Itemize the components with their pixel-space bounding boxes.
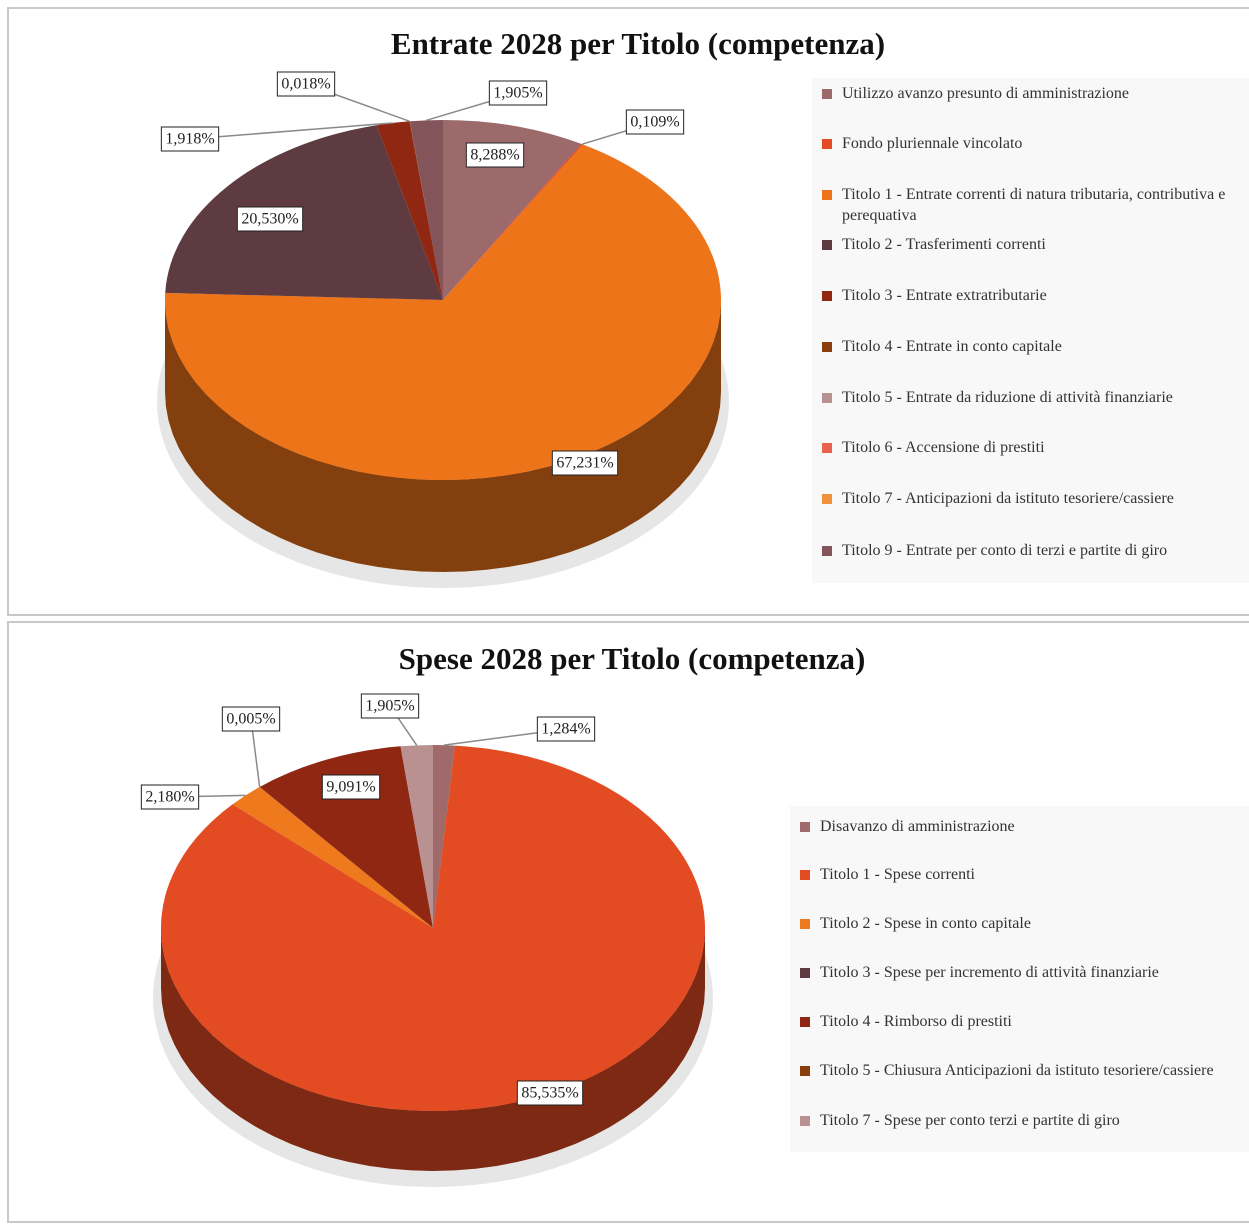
- legend-swatch: [800, 1066, 810, 1076]
- slice: [259, 786, 433, 928]
- data-label-text: 20,530%: [241, 211, 298, 228]
- legend-swatch: [800, 870, 810, 880]
- legend-text: Titolo 7 - Spese per conto terzi e parti…: [820, 1112, 1120, 1129]
- slice: [259, 746, 433, 928]
- legend-text: Titolo 2 - Spese in conto capitale: [820, 915, 1031, 932]
- panel-border: [7, 7, 1249, 616]
- slice-side: [165, 300, 721, 572]
- legend-swatch: [800, 1017, 810, 1027]
- slice: [433, 745, 455, 928]
- label-box: [221, 706, 281, 732]
- data-label-text: 85,535%: [521, 1085, 578, 1102]
- slice-side: [161, 928, 705, 1171]
- legend-swatch: [800, 1116, 810, 1126]
- data-label-text: 1,905%: [365, 698, 414, 715]
- legend-text: Titolo 4 - Entrate in conto capitale: [842, 338, 1062, 355]
- slice: [232, 787, 433, 928]
- legend: Utilizzo avanzo presunto di amministrazi…: [812, 78, 1249, 583]
- legend-swatch: [800, 822, 810, 832]
- slice: [400, 745, 433, 928]
- chart-title: Entrate 2028 per Titolo (competenza): [391, 26, 885, 61]
- slice: [376, 121, 443, 301]
- data-label: 8,288%: [465, 142, 525, 168]
- label-box: [321, 774, 381, 800]
- data-label-text: 1,918%: [165, 131, 214, 148]
- legend-swatch: [822, 393, 832, 403]
- data-label-text: 8,288%: [470, 147, 519, 164]
- legend-swatch: [822, 291, 832, 301]
- data-label: 0,109%: [625, 109, 685, 135]
- label-box: [488, 80, 548, 106]
- legend-swatch: [822, 546, 832, 556]
- legend-text: Titolo 3 - Entrate extratributarie: [842, 287, 1047, 304]
- slice: [165, 125, 443, 300]
- legend-swatch: [822, 240, 832, 250]
- legend-swatch: [822, 342, 832, 352]
- data-label-text: 1,284%: [541, 721, 590, 738]
- legend-text: Titolo 5 - Chiusura Anticipazioni da ist…: [820, 1062, 1214, 1079]
- legend-text: Disavanzo di amministrazione: [820, 818, 1015, 835]
- data-label: 9,091%: [321, 774, 381, 800]
- label-box: [465, 142, 525, 168]
- label-box: [360, 693, 420, 719]
- label-box: [276, 71, 336, 97]
- slice: [409, 121, 443, 300]
- legend-swatch: [822, 89, 832, 99]
- legend-swatch: [800, 968, 810, 978]
- slice: [165, 144, 722, 480]
- data-label: 0,018%: [276, 71, 336, 97]
- legend-swatch: [800, 919, 810, 929]
- label-box: [140, 784, 200, 810]
- data-label-text: 0,109%: [630, 114, 679, 131]
- label-box: [160, 126, 220, 152]
- data-label-text: 0,018%: [281, 76, 330, 93]
- legend-swatch: [822, 190, 832, 200]
- legend-swatch: [822, 443, 832, 453]
- legend-text: Fondo pluriennale vincolato: [842, 135, 1023, 152]
- legend-swatch: [822, 139, 832, 149]
- data-label-text: 67,231%: [556, 455, 613, 472]
- chart-title: Spese 2028 per Titolo (competenza): [399, 641, 866, 676]
- label-box: [516, 1080, 584, 1106]
- data-label-text: 9,091%: [326, 779, 375, 796]
- label-box: [536, 716, 596, 742]
- data-label: 67,231%: [551, 450, 619, 476]
- legend-text: Titolo 3 - Spese per incremento di attiv…: [820, 964, 1159, 981]
- legend-text: Titolo 6 - Accensione di prestiti: [842, 439, 1045, 456]
- legend-text: Utilizzo avanzo presunto di amministrazi…: [842, 85, 1130, 102]
- data-label-text: 2,180%: [145, 789, 194, 806]
- data-label: 1,905%: [360, 693, 420, 719]
- legend-text: Titolo 2 - Trasferimenti correnti: [842, 236, 1046, 253]
- data-label: 0,005%: [221, 706, 281, 732]
- slice: [443, 143, 583, 300]
- legend-text: Titolo 1 - Spese correnti: [820, 866, 975, 883]
- leader-line: [189, 122, 393, 140]
- data-label: 1,905%: [488, 80, 548, 106]
- data-label: 20,530%: [236, 206, 304, 232]
- label-box: [625, 109, 685, 135]
- panel-border: [7, 621, 1249, 1223]
- legend-text: Titolo 5 - Entrate da riduzione di attiv…: [842, 389, 1173, 406]
- label-box: [236, 206, 304, 232]
- slice: [160, 745, 706, 1111]
- label-box: [551, 450, 619, 476]
- legend-text: Titolo 7 - Anticipazioni da istituto tes…: [842, 490, 1174, 507]
- data-label: 2,180%: [140, 784, 200, 810]
- data-label-text: 1,905%: [493, 85, 542, 102]
- data-label: 1,918%: [160, 126, 220, 152]
- legend-swatch: [822, 494, 832, 504]
- data-label: 1,284%: [536, 716, 596, 742]
- legend-text: Titolo 9 - Entrate per conto di terzi e …: [842, 542, 1168, 559]
- data-label: 85,535%: [516, 1080, 584, 1106]
- legend-text: Titolo 4 - Rimborso di prestiti: [820, 1013, 1012, 1030]
- data-label-text: 0,005%: [226, 711, 275, 728]
- legend: Disavanzo di amministrazione Titolo 1 - S…: [790, 806, 1249, 1152]
- legend-text: Titolo 1 - Entrate correnti di natura tr…: [842, 186, 1226, 224]
- slice: [409, 120, 443, 300]
